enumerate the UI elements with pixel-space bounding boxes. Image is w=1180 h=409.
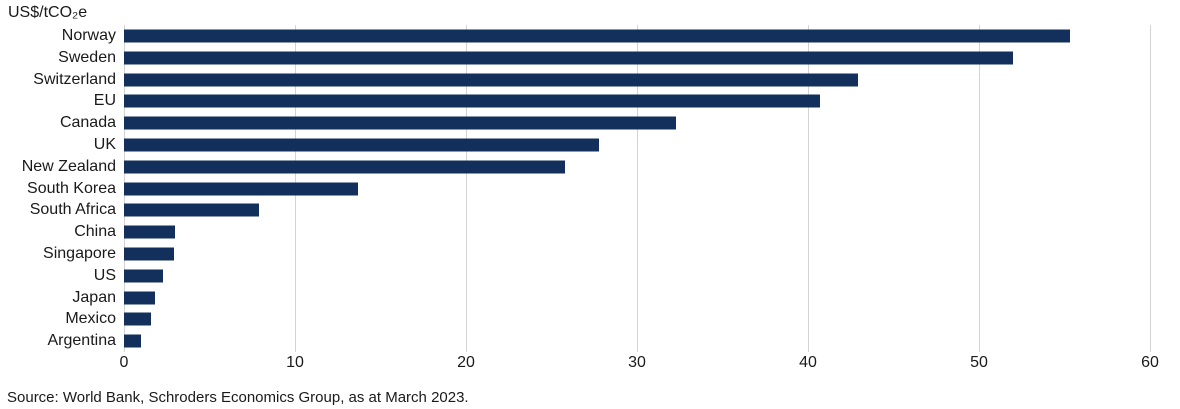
x-tick-label-30: 30 [628,354,646,371]
category-label-sweden: Sweden [58,48,116,66]
x-tick-label-10: 10 [286,354,304,371]
bar-us [124,269,164,283]
bar-mexico [124,312,152,326]
gridline-30 [637,25,638,352]
bar-uk [124,138,600,152]
gridline-40 [808,25,809,352]
bar-new-zealand [124,160,566,174]
x-tick-label-60: 60 [1141,354,1159,371]
source-note: Source: World Bank, Schroders Economics … [7,389,469,406]
category-label-switzerland: Switzerland [33,70,116,88]
bar-eu [124,94,820,108]
category-label-argentina: Argentina [47,332,117,350]
category-label-column: Norway Sweden Switzerland EU Canada UK New Zea… [0,25,118,352]
x-tick-label-20: 20 [457,354,475,371]
category-label-new-zealand: New Zealand [21,157,116,175]
x-tick-label-50: 50 [970,354,988,371]
category-label-japan: Japan [72,288,116,306]
bar-south-africa [124,203,260,217]
category-label-south-africa: South Africa [29,201,116,219]
x-tick-label-40: 40 [799,354,817,371]
gridline-50 [979,25,980,352]
bar-south-korea [124,182,359,195]
category-label-eu: EU [93,92,116,110]
category-label-us: US [93,266,116,284]
bar-argentina [124,334,142,348]
x-tick-label-0: 0 [119,354,129,371]
bar-canada [124,116,677,130]
bar-japan [124,291,155,304]
x-axis: 0 10 20 30 40 50 60 [120,354,1159,376]
bar-switzerland [124,73,858,86]
category-label-china: China [74,223,116,241]
plot-area [124,25,1151,352]
category-label-canada: Canada [59,114,116,132]
bar-sweden [124,51,1014,65]
gridline-20 [466,25,467,352]
category-label-uk: UK [93,135,116,153]
unit-label: US$/tCO₂e [8,4,88,21]
bar-norway [124,29,1070,43]
category-label-south-korea: South Korea [27,179,116,197]
category-label-mexico: Mexico [65,310,116,328]
gridline-60 [1150,25,1151,352]
bar-china [124,225,176,239]
bar-singapore [124,247,174,261]
category-label-singapore: Singapore [43,244,116,262]
category-label-norway: Norway [61,26,116,44]
